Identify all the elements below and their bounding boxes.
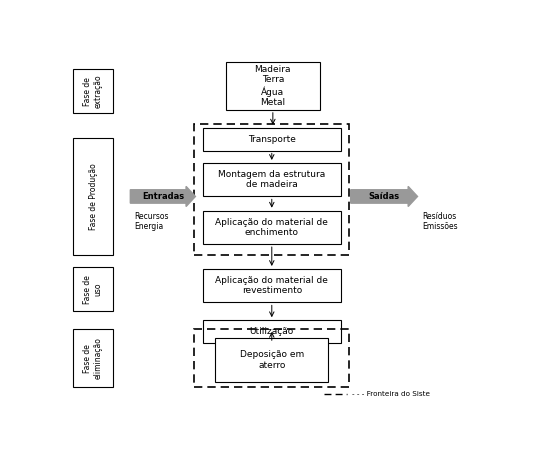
Text: - - - Fronteira do Siste: - - - Fronteira do Siste [351, 392, 429, 397]
Text: Aplicação do material de
enchimento: Aplicação do material de enchimento [215, 218, 328, 237]
Text: Deposição em
aterro: Deposição em aterro [240, 350, 304, 369]
Bar [194, 329, 349, 387]
Text: Fase de
eliminação: Fase de eliminação [83, 337, 103, 379]
Bar [194, 124, 349, 255]
Bar [203, 269, 341, 302]
Bar [203, 320, 341, 343]
Bar [73, 69, 113, 113]
Text: Montagem da estrutura
de madeira: Montagem da estrutura de madeira [218, 170, 326, 190]
Text: Entradas: Entradas [142, 192, 184, 201]
Text: Aplicação do material de
revestimento: Aplicação do material de revestimento [215, 276, 328, 296]
Bar [73, 329, 113, 387]
FancyArrow shape [351, 186, 417, 207]
Text: Saídas: Saídas [368, 192, 400, 201]
Text: Fase de
extração: Fase de extração [83, 74, 103, 108]
Text: Resíduos
Emissões: Resíduos Emissões [422, 212, 457, 231]
Bar [215, 338, 328, 382]
FancyArrow shape [130, 186, 195, 207]
Bar [226, 62, 320, 110]
Text: Fase de
uso: Fase de uso [83, 275, 103, 304]
Text: Recursos
Energia: Recursos Energia [135, 212, 169, 231]
Text: Transporte: Transporte [248, 134, 296, 144]
Text: Utilização: Utilização [250, 327, 294, 336]
Text: Madeira
Terra
Água
Metal: Madeira Terra Água Metal [255, 65, 291, 107]
Bar [73, 138, 113, 255]
Bar [203, 163, 341, 196]
Bar [203, 128, 341, 151]
Bar [203, 211, 341, 244]
Bar [73, 267, 113, 311]
Text: Fase de Produção: Fase de Produção [88, 163, 98, 230]
